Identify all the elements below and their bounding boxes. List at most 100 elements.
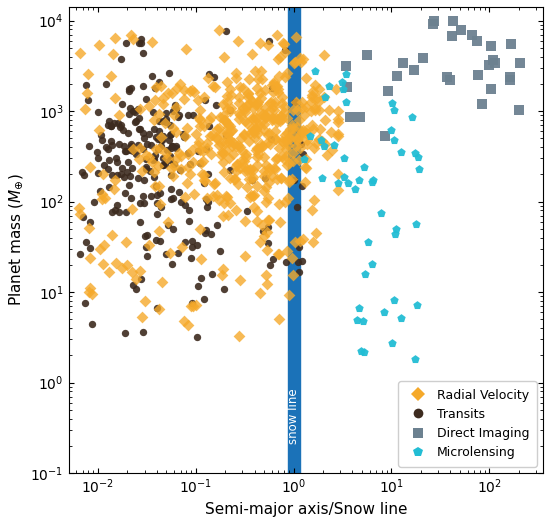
Point [222, 118, 230, 126]
Point [320, 140, 329, 148]
Point [276, 117, 284, 125]
Point [118, 264, 127, 272]
Point [198, 157, 207, 165]
Point [155, 189, 164, 198]
Point [296, 144, 305, 152]
Point [270, 102, 279, 111]
Point [105, 156, 114, 165]
Point [222, 92, 231, 101]
Point [180, 318, 189, 326]
Point [211, 83, 220, 91]
Point [162, 115, 170, 123]
Point [102, 80, 111, 88]
Point [202, 139, 211, 147]
Point [235, 111, 244, 119]
Point [112, 154, 120, 162]
Point [256, 108, 265, 117]
X-axis label: Semi-major axis/Snow line: Semi-major axis/Snow line [205, 502, 407, 517]
Point [210, 73, 219, 82]
Point [108, 141, 117, 149]
Point [97, 130, 106, 139]
Point [141, 297, 150, 305]
Point [298, 127, 306, 136]
Point [278, 138, 287, 147]
Point [296, 237, 305, 245]
Point [233, 160, 241, 169]
Point [147, 141, 156, 149]
Point [142, 252, 151, 260]
Point [168, 171, 177, 180]
Point [252, 123, 261, 132]
Point [201, 177, 210, 185]
Point [142, 163, 151, 171]
Point [292, 106, 301, 114]
Point [217, 148, 226, 156]
Point [217, 270, 226, 279]
Point [270, 80, 278, 89]
Point [505, 73, 514, 81]
Point [153, 199, 162, 208]
Point [260, 120, 268, 128]
Point [139, 128, 147, 137]
Point [263, 138, 272, 146]
Point [166, 121, 174, 129]
Point [223, 78, 232, 86]
Point [80, 105, 89, 113]
Point [339, 154, 348, 162]
Point [414, 165, 423, 173]
Point [240, 105, 249, 113]
Point [172, 142, 181, 150]
Point [188, 158, 197, 166]
Point [137, 39, 146, 47]
Point [333, 115, 342, 123]
Point [155, 110, 163, 118]
Point [153, 304, 162, 312]
Point [248, 50, 256, 58]
Point [298, 257, 306, 266]
Point [235, 276, 244, 284]
Point [236, 157, 245, 166]
Point [408, 113, 417, 121]
Point [162, 108, 170, 117]
Point [338, 85, 347, 94]
Point [239, 130, 248, 138]
Point [136, 144, 145, 152]
Point [268, 114, 277, 122]
Point [355, 113, 364, 121]
Point [217, 138, 226, 147]
Point [172, 83, 181, 92]
Point [247, 175, 256, 183]
Point [243, 182, 251, 191]
Point [308, 121, 317, 129]
Point [167, 130, 175, 138]
Point [342, 62, 350, 71]
Point [311, 67, 320, 75]
Point [274, 72, 283, 80]
Point [274, 54, 283, 63]
Point [219, 265, 228, 273]
Point [392, 225, 401, 233]
Point [252, 84, 261, 92]
Point [205, 70, 214, 79]
Point [162, 117, 170, 126]
Point [168, 259, 177, 268]
Point [187, 254, 196, 262]
Point [270, 165, 279, 173]
Point [240, 167, 249, 175]
Point [308, 91, 317, 100]
Point [248, 97, 257, 105]
Point [156, 237, 164, 245]
Point [309, 238, 317, 246]
Point [357, 346, 366, 355]
Point [232, 69, 240, 77]
Point [252, 125, 261, 133]
Point [326, 128, 335, 137]
Point [85, 141, 94, 150]
Point [339, 172, 348, 181]
Point [224, 123, 233, 131]
Point [151, 96, 160, 105]
Point [232, 162, 241, 171]
Point [200, 93, 208, 101]
Point [285, 133, 294, 141]
Point [84, 96, 92, 105]
